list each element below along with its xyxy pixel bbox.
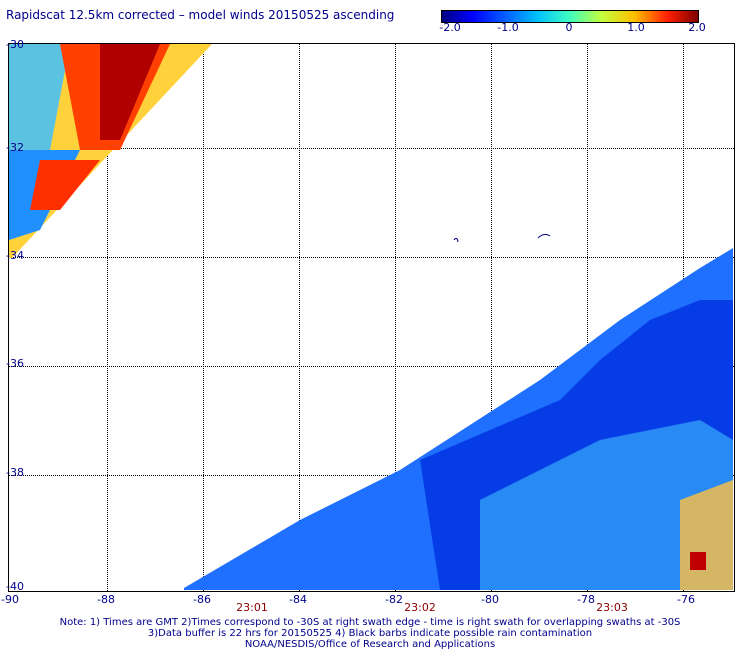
page-title: Rapidscat 12.5km corrected – model winds… xyxy=(6,8,395,22)
colorbar-tick: 0 xyxy=(565,21,573,34)
lat-label: -38 xyxy=(6,466,24,479)
colorbar-tick: -2.0 xyxy=(439,21,461,34)
lon-label: -80 xyxy=(481,593,499,606)
note-line: Note: 1) Times are GMT 2)Times correspon… xyxy=(59,617,681,628)
time-label: 23:01 xyxy=(236,601,268,614)
colorbar-tick: -1.0 xyxy=(497,21,519,34)
note-line: NOAA/NESDIS/Office of Research and Appli… xyxy=(244,639,496,650)
lon-label: -76 xyxy=(677,593,695,606)
lon-label: -88 xyxy=(97,593,115,606)
lon-label: -82 xyxy=(385,593,403,606)
lat-label: -36 xyxy=(6,357,24,370)
note-line: 3)Data buffer is 22 hrs for 20150525 4) … xyxy=(147,628,593,639)
colorbar xyxy=(441,10,699,23)
lon-label: -78 xyxy=(577,593,595,606)
colorbar-tick: 1.0 xyxy=(627,21,645,34)
lon-label: -84 xyxy=(289,593,307,606)
lat-label: -32 xyxy=(6,141,24,154)
colorbar-tick: 2.0 xyxy=(688,21,706,34)
lat-label: -30 xyxy=(6,38,24,51)
lon-label: -86 xyxy=(193,593,211,606)
time-label: 23:02 xyxy=(404,601,436,614)
lat-label: -34 xyxy=(6,249,24,262)
time-label: 23:03 xyxy=(596,601,628,614)
lon-label: -90 xyxy=(1,593,19,606)
lat-label: -40 xyxy=(6,580,24,593)
